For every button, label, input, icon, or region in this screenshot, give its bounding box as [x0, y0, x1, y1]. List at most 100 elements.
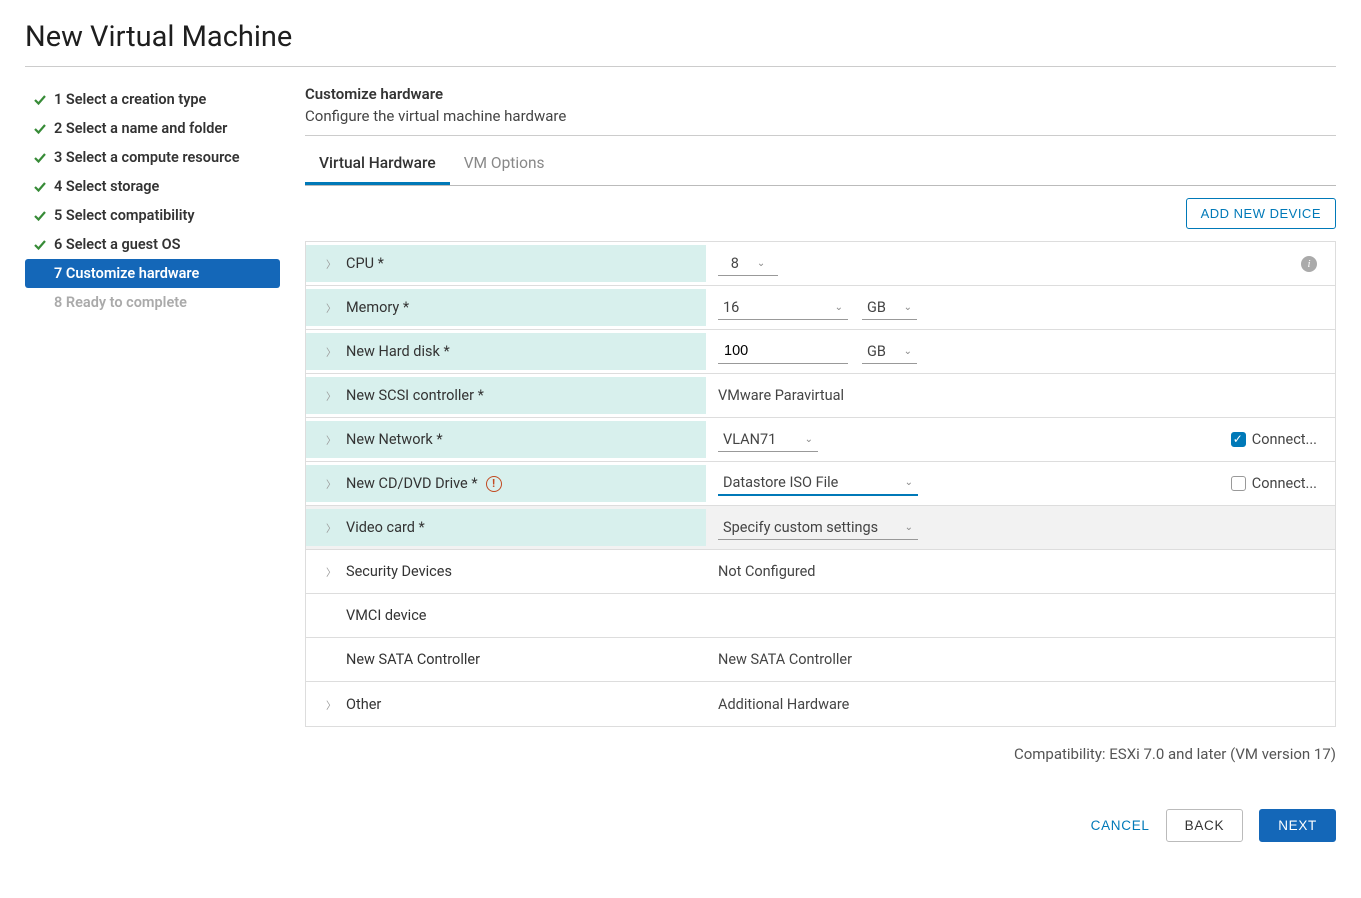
warning-icon: !	[486, 476, 502, 492]
row-vmci-device: VMCI device	[306, 594, 1335, 638]
step-label: 7 Customize hardware	[54, 265, 199, 282]
cancel-button[interactable]: CANCEL	[1091, 818, 1150, 833]
connect-label: Connect...	[1252, 431, 1317, 448]
other-value: Additional Hardware	[718, 696, 849, 713]
expand-icon[interactable]: 〉	[326, 256, 338, 271]
wizard-step-8: 8 Ready to complete	[25, 288, 280, 317]
row-hard-disk: 〉 New Hard disk * GB ⌄	[306, 330, 1335, 374]
row-label: Security Devices	[346, 563, 452, 580]
hardware-table: 〉CPU * 8⌄ i 〉Memory * 16⌄ GB⌄	[305, 241, 1336, 727]
hard-disk-unit-select[interactable]: GB ⌄	[862, 340, 917, 364]
chevron-down-icon: ⌄	[905, 522, 913, 533]
check-icon	[33, 209, 47, 223]
network-select[interactable]: VLAN71 ⌄	[718, 428, 818, 452]
expand-icon[interactable]: 〉	[326, 476, 338, 491]
section-sub: Configure the virtual machine hardware	[305, 107, 1336, 125]
hard-disk-unit: GB	[867, 343, 886, 360]
step-label: 5 Select compatibility	[54, 207, 195, 224]
step-label: 3 Select a compute resource	[54, 149, 240, 166]
wizard-step-4[interactable]: 4 Select storage	[25, 172, 280, 201]
scsi-value: VMware Paravirtual	[718, 387, 844, 404]
tab-vm-options[interactable]: VM Options	[450, 144, 559, 185]
chevron-down-icon: ⌄	[757, 258, 765, 269]
chevron-down-icon: ⌄	[805, 434, 813, 445]
cd-dvd-value: Datastore ISO File	[723, 474, 838, 491]
row-cpu: 〉CPU * 8⌄ i	[306, 242, 1335, 286]
step-label: 1 Select a creation type	[54, 91, 206, 108]
info-icon[interactable]: i	[1301, 256, 1317, 272]
row-other: 〉 Other Additional Hardware	[306, 682, 1335, 726]
chevron-down-icon: ⌄	[835, 302, 843, 313]
back-button[interactable]: BACK	[1166, 809, 1244, 842]
network-value: VLAN71	[723, 431, 776, 448]
cpu-select[interactable]: 8⌄	[718, 252, 778, 276]
wizard-step-7[interactable]: 7 Customize hardware	[25, 259, 280, 288]
row-label: New SCSI controller *	[346, 387, 484, 404]
row-label: Video card *	[346, 519, 425, 536]
row-sata-controller: New SATA Controller New SATA Controller	[306, 638, 1335, 682]
network-connect-checkbox[interactable]	[1231, 432, 1246, 447]
expand-icon[interactable]: 〉	[326, 344, 338, 359]
row-label: New CD/DVD Drive *	[346, 475, 478, 492]
next-button[interactable]: NEXT	[1259, 809, 1336, 842]
row-label: New SATA Controller	[346, 651, 480, 668]
check-icon	[33, 93, 47, 107]
row-label: New Hard disk *	[346, 343, 450, 360]
row-security-devices: 〉 Security Devices Not Configured	[306, 550, 1335, 594]
step-label: 4 Select storage	[54, 178, 159, 195]
check-icon	[33, 122, 47, 136]
check-icon	[33, 238, 47, 252]
row-label: New Network *	[346, 431, 443, 448]
expand-icon[interactable]: 〉	[326, 432, 338, 447]
wizard-step-1[interactable]: 1 Select a creation type	[25, 85, 280, 114]
row-memory: 〉 Memory * 16 ⌄ GB ⌄	[306, 286, 1335, 330]
row-label: CPU *	[346, 255, 384, 272]
tabs-bar: Virtual Hardware VM Options	[305, 144, 1336, 186]
memory-unit-select[interactable]: GB ⌄	[862, 296, 917, 320]
check-icon	[33, 151, 47, 165]
cd-dvd-connect-checkbox[interactable]	[1231, 476, 1246, 491]
row-network: 〉 New Network * VLAN71 ⌄ Connect...	[306, 418, 1335, 462]
cd-dvd-select[interactable]: Datastore ISO File ⌄	[718, 471, 918, 496]
hard-disk-input[interactable]	[718, 339, 848, 364]
chevron-down-icon: ⌄	[905, 477, 913, 488]
check-icon	[33, 180, 47, 194]
add-new-device-button[interactable]: ADD NEW DEVICE	[1186, 198, 1336, 229]
section-heading: Customize hardware	[305, 85, 1336, 103]
page-title: New Virtual Machine	[25, 20, 1336, 67]
row-label: VMCI device	[346, 607, 426, 624]
video-card-select[interactable]: Specify custom settings ⌄	[718, 516, 918, 540]
connect-label: Connect...	[1252, 475, 1317, 492]
wizard-step-6[interactable]: 6 Select a guest OS	[25, 230, 280, 259]
expand-icon[interactable]: 〉	[326, 564, 338, 579]
memory-unit: GB	[867, 299, 886, 316]
expand-icon[interactable]: 〉	[326, 520, 338, 535]
row-cd-dvd: 〉 New CD/DVD Drive * ! Datastore ISO File…	[306, 462, 1335, 506]
row-label: Other	[346, 696, 381, 713]
step-label: 8 Ready to complete	[54, 294, 187, 311]
tab-virtual-hardware[interactable]: Virtual Hardware	[305, 144, 450, 185]
wizard-step-5[interactable]: 5 Select compatibility	[25, 201, 280, 230]
expand-icon[interactable]: 〉	[326, 697, 338, 712]
step-label: 2 Select a name and folder	[54, 120, 227, 137]
content-pane: Customize hardware Configure the virtual…	[305, 85, 1336, 842]
chevron-down-icon: ⌄	[904, 346, 912, 357]
memory-value: 16	[723, 299, 739, 316]
expand-icon[interactable]: 〉	[326, 388, 338, 403]
expand-icon[interactable]: 〉	[326, 300, 338, 315]
row-video-card: 〉 Video card * Specify custom settings ⌄	[306, 506, 1335, 550]
compatibility-text: Compatibility: ESXi 7.0 and later (VM ve…	[305, 727, 1336, 763]
video-card-value: Specify custom settings	[723, 519, 878, 536]
sata-value: New SATA Controller	[718, 651, 852, 668]
wizard-steps-sidebar: 1 Select a creation type 2 Select a name…	[25, 85, 280, 842]
divider	[305, 135, 1336, 136]
memory-input[interactable]: 16 ⌄	[718, 296, 848, 320]
wizard-step-2[interactable]: 2 Select a name and folder	[25, 114, 280, 143]
wizard-footer: CANCEL BACK NEXT	[305, 809, 1336, 842]
security-value: Not Configured	[718, 563, 816, 580]
row-label: Memory *	[346, 299, 409, 316]
chevron-down-icon: ⌄	[904, 302, 912, 313]
wizard-step-3[interactable]: 3 Select a compute resource	[25, 143, 280, 172]
cpu-value: 8	[731, 255, 739, 272]
row-scsi: 〉 New SCSI controller * VMware Paravirtua…	[306, 374, 1335, 418]
